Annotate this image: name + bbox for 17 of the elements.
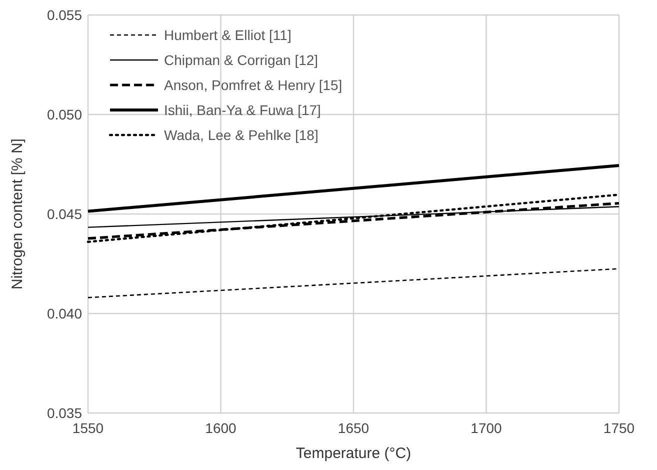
- legend-label: Wada, Lee & Pehlke [18]: [164, 127, 318, 143]
- y-tick-label: 0.050: [46, 106, 82, 122]
- y-tick-label: 0.035: [46, 405, 82, 421]
- y-tick-label: 0.055: [46, 7, 82, 23]
- legend-label: Anson, Pomfret & Henry [15]: [164, 77, 342, 93]
- x-tick-label: 1550: [72, 420, 104, 436]
- x-tick-label: 1700: [470, 420, 502, 436]
- legend-label: Chipman & Corrigan [12]: [164, 52, 318, 68]
- x-axis-title: Temperature (°C): [296, 445, 412, 462]
- x-tick-label: 1650: [338, 420, 370, 436]
- legend-label: Humbert & Elliot [11]: [164, 27, 292, 43]
- x-tick-label: 1750: [603, 420, 635, 436]
- x-tick-label: 1600: [205, 420, 237, 436]
- y-tick-label: 0.045: [46, 206, 82, 222]
- legend-label: Ishii, Ban-Ya & Fuwa [17]: [164, 102, 321, 118]
- y-tick-label: 0.040: [46, 306, 82, 322]
- y-axis-title: Nitrogen content [% N]: [9, 138, 26, 290]
